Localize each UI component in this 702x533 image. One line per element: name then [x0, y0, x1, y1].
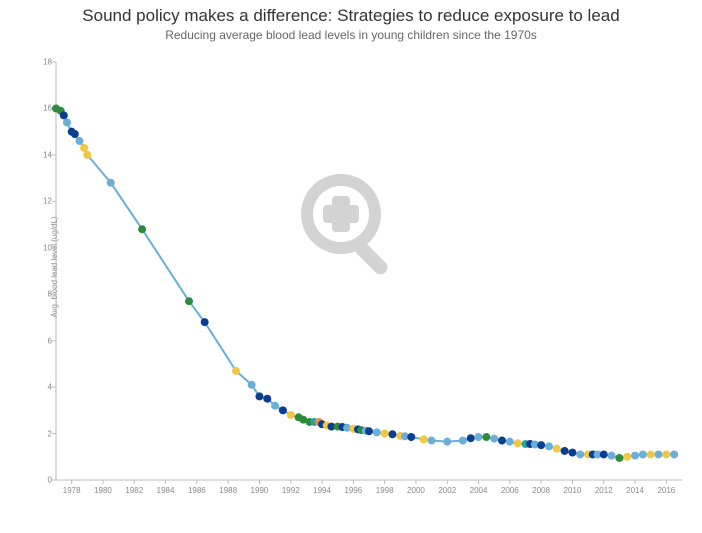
y-tick-label: 18 [38, 58, 52, 67]
y-tick-label: 16 [38, 104, 52, 113]
x-tick-label: 2008 [532, 486, 550, 495]
x-tick-label: 2006 [501, 486, 519, 495]
x-tick-label: 1992 [282, 486, 300, 495]
x-tick-label: 2012 [595, 486, 613, 495]
y-tick-label: 12 [38, 197, 52, 206]
chart-subtitle: Reducing average blood lead levels in yo… [0, 28, 702, 42]
x-tick-label: 2004 [470, 486, 488, 495]
x-tick-label: 1990 [251, 486, 269, 495]
x-tick-label: 2014 [626, 486, 644, 495]
x-tick-label: 2010 [564, 486, 582, 495]
x-tick-label: 1998 [376, 486, 394, 495]
y-tick-label: 14 [38, 150, 52, 159]
x-tick-label: 1978 [63, 486, 81, 495]
y-tick-label: 2 [38, 429, 52, 438]
line-chart-svg [38, 58, 688, 498]
y-tick-label: 0 [38, 476, 52, 485]
x-tick-label: 2002 [438, 486, 456, 495]
y-tick-label: 6 [38, 336, 52, 345]
y-tick-label: 10 [38, 243, 52, 252]
x-tick-label: 1996 [344, 486, 362, 495]
y-tick-label: 8 [38, 290, 52, 299]
x-tick-label: 1994 [313, 486, 331, 495]
x-tick-label: 1984 [157, 486, 175, 495]
x-tick-label: 1980 [94, 486, 112, 495]
chart-title: Sound policy makes a difference: Strateg… [0, 6, 702, 26]
x-tick-label: 1982 [125, 486, 143, 495]
chart-container: Sound policy makes a difference: Strateg… [0, 0, 702, 533]
x-tick-label: 1986 [188, 486, 206, 495]
y-tick-label: 4 [38, 383, 52, 392]
x-tick-label: 2000 [407, 486, 425, 495]
plot-area: 0 2 4 6 8 10 12 14 16 18 1978 1980 1982 1984 1986 1988 1… [38, 58, 688, 498]
x-tick-label: 1988 [219, 486, 237, 495]
x-tick-label: 2016 [657, 486, 675, 495]
